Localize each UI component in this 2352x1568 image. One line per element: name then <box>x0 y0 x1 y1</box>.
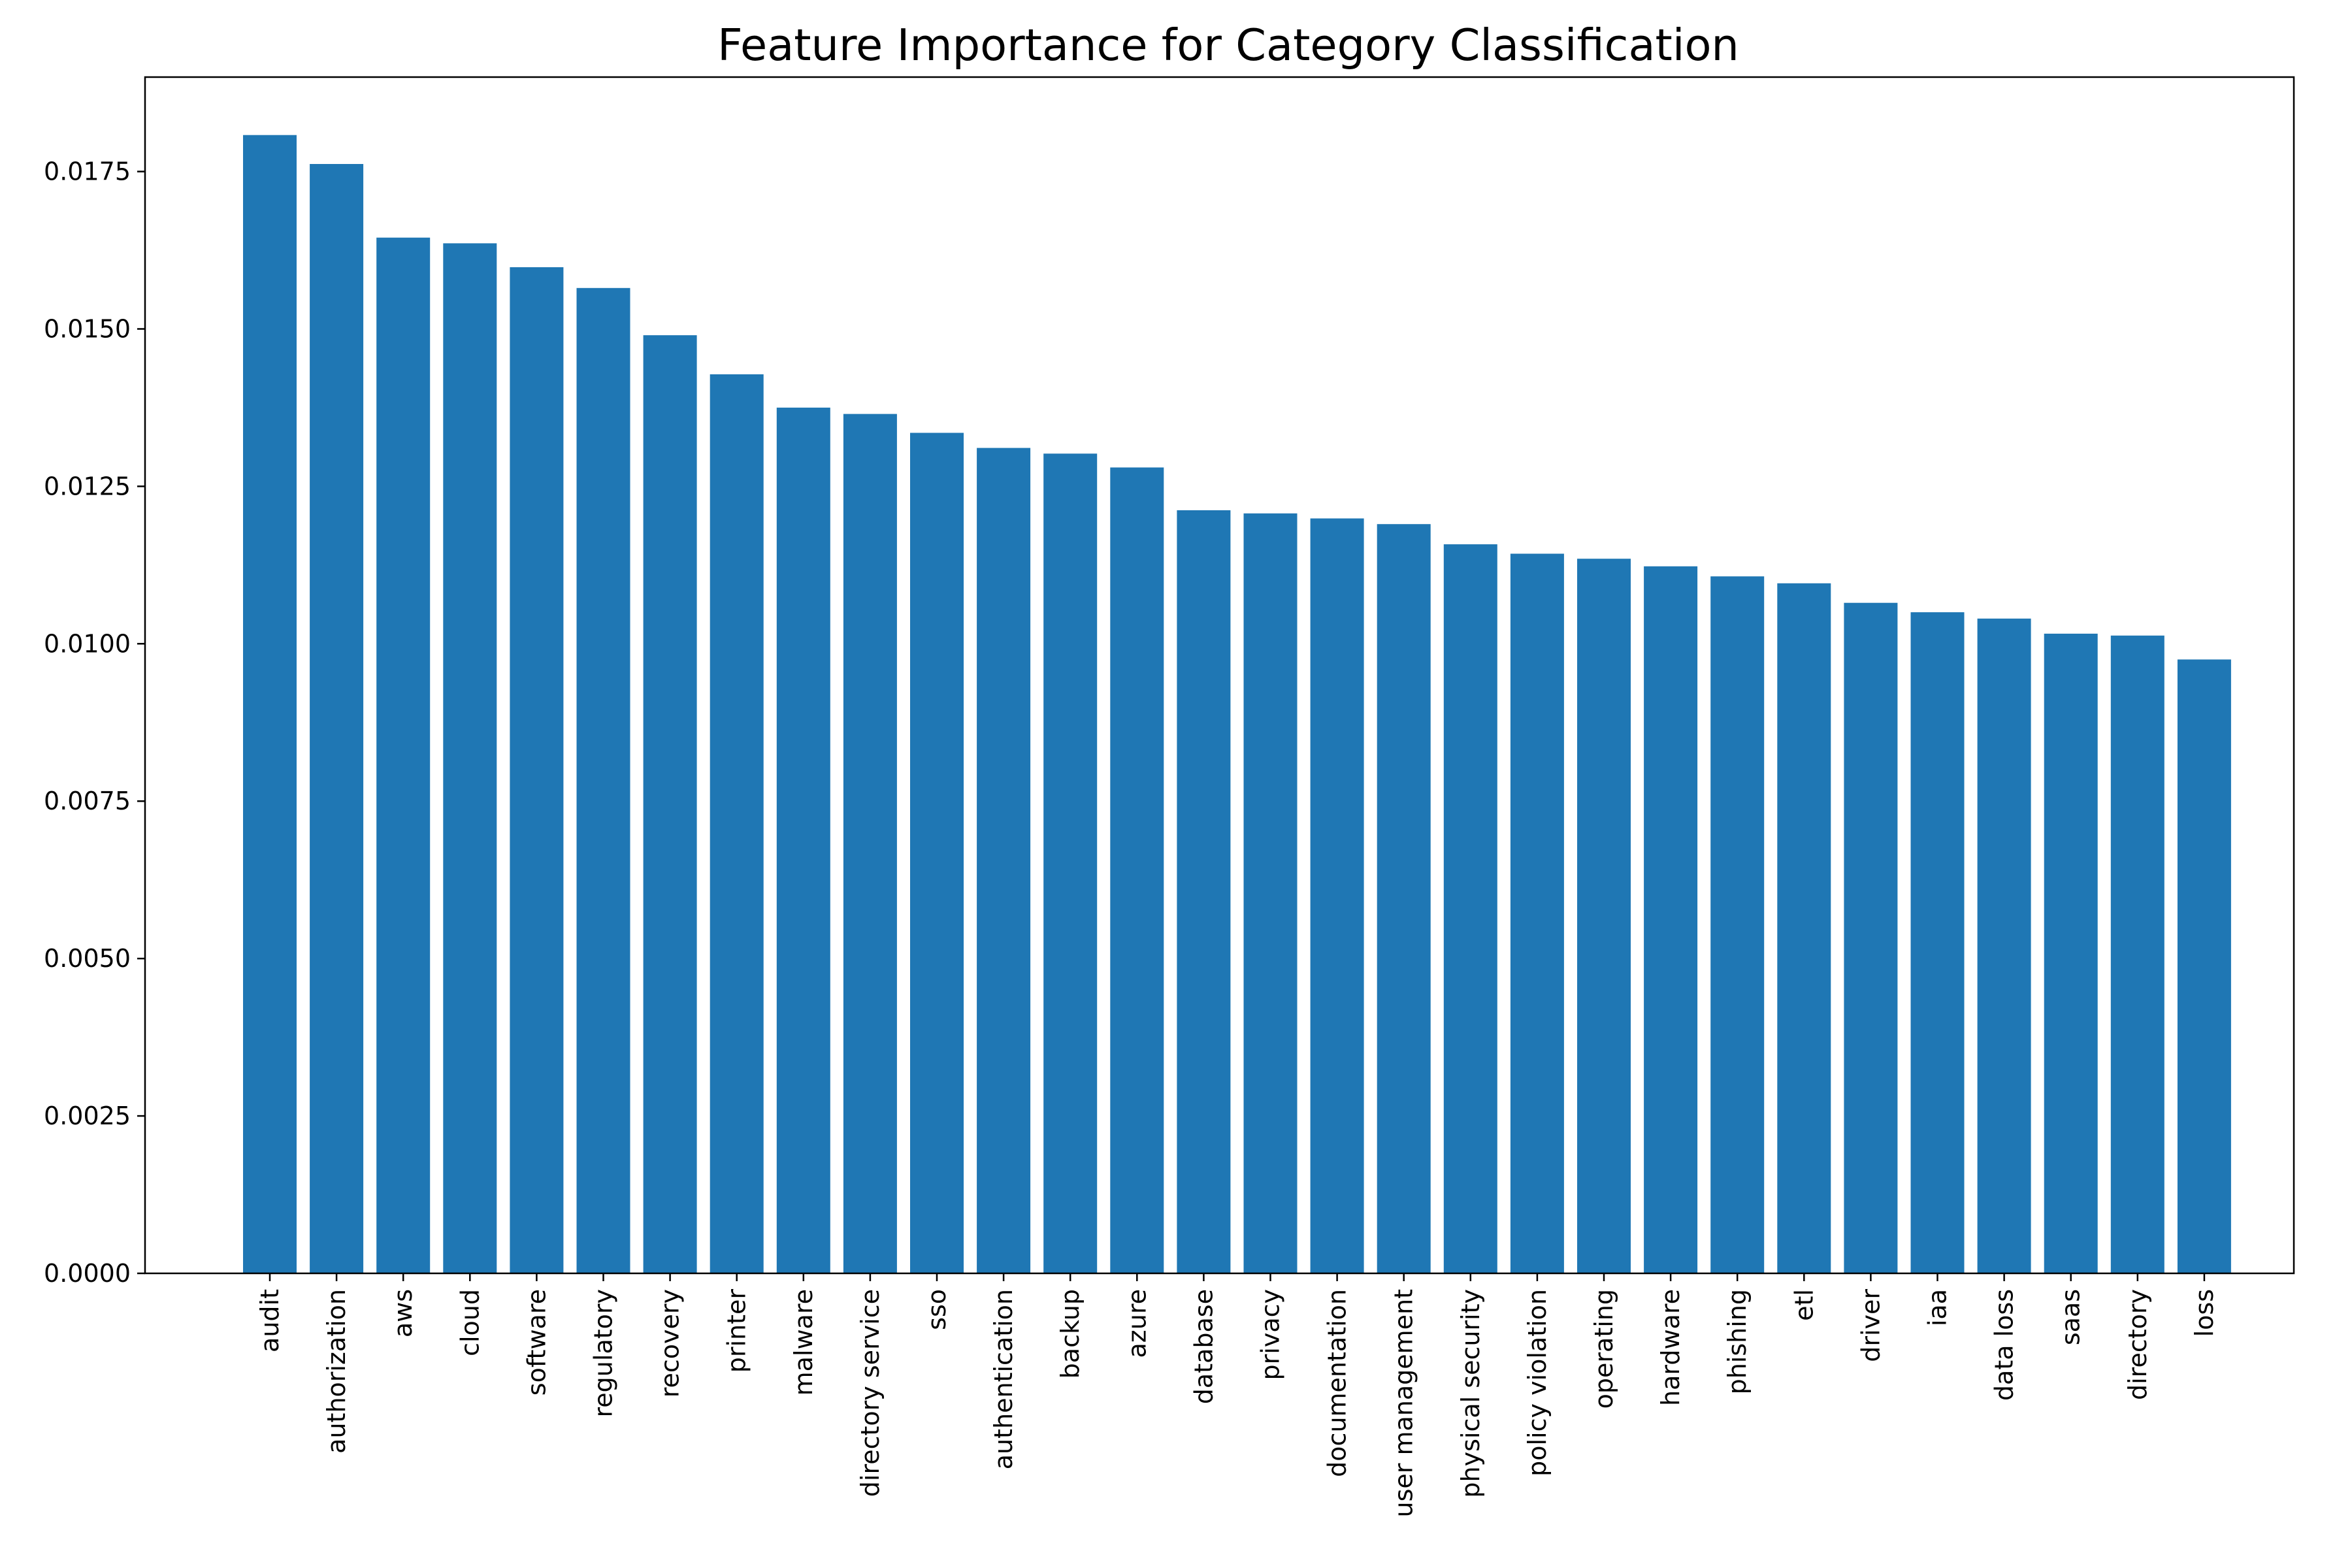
y-tick-label: 0.0050 <box>44 944 131 973</box>
x-tick-label: sso <box>923 1289 951 1330</box>
bar-saas <box>2044 633 2098 1273</box>
bar-software <box>510 267 564 1273</box>
x-tick-label: printer <box>723 1289 751 1373</box>
plot-frame <box>144 76 2295 1275</box>
x-tick-label: malware <box>789 1289 818 1396</box>
y-tick-label: 0.0025 <box>44 1102 131 1130</box>
x-tick-label: authentication <box>989 1289 1018 1469</box>
bar-driver <box>1844 602 1898 1274</box>
bar-phishing <box>1710 576 1765 1274</box>
y-axis: 0.0000 0.0025 0.0050 0.0075 0.0100 0.0125 0.01… <box>44 157 145 1288</box>
x-tick-label: hardware <box>1656 1289 1685 1406</box>
x-tick-label: cloud <box>455 1289 484 1356</box>
bar-aws <box>376 237 431 1274</box>
x-tick-label: backup <box>1056 1289 1085 1379</box>
bar-policy-violation <box>1510 553 1564 1273</box>
chart-title: Feature Importance for Category Classifi… <box>717 20 1739 71</box>
bar-authorization <box>310 164 364 1273</box>
x-tick-label: directory service <box>856 1289 885 1497</box>
y-tick-label: 0.0100 <box>44 629 131 658</box>
x-tick-label: data loss <box>1990 1289 2019 1401</box>
x-tick-label: regulatory <box>589 1289 618 1417</box>
x-tick-label: driver <box>1856 1289 1885 1362</box>
x-tick-label: saas <box>2057 1289 2085 1345</box>
x-tick-label: loss <box>2190 1289 2219 1337</box>
x-tick-label: operating <box>1590 1289 1618 1409</box>
x-tick-label: authorization <box>322 1289 351 1454</box>
x-tick-label: user management <box>1390 1289 1418 1518</box>
bar-privacy <box>1243 513 1298 1273</box>
x-tick-label: policy violation <box>1523 1289 1552 1477</box>
bar-backup <box>1043 453 1098 1273</box>
y-tick-label: 0.0000 <box>44 1259 131 1288</box>
x-tick-label: phishing <box>1723 1289 1752 1394</box>
bar-data-loss <box>1977 618 2031 1273</box>
x-tick-label: azure <box>1122 1289 1151 1358</box>
bar-sso <box>910 433 964 1273</box>
x-tick-label: documentation <box>1323 1289 1352 1477</box>
y-tick-label: 0.0125 <box>44 472 131 500</box>
x-tick-label: recovery <box>656 1289 685 1397</box>
bar-printer <box>710 374 764 1273</box>
bar-cloud <box>443 243 497 1273</box>
bar-authentication <box>977 448 1031 1273</box>
bar-documentation <box>1310 518 1364 1273</box>
x-tick-label: privacy <box>1256 1289 1285 1380</box>
bar-hardware <box>1644 566 1698 1273</box>
bar-operating <box>1577 559 1631 1274</box>
bar-iaa <box>1910 612 1965 1273</box>
bar-malware <box>776 407 830 1273</box>
x-tick-label: software <box>522 1289 551 1396</box>
bar-audit <box>243 135 297 1274</box>
x-tick-label: physical security <box>1456 1289 1485 1498</box>
bar-azure <box>1110 467 1164 1273</box>
x-tick-label: aws <box>389 1289 417 1337</box>
y-tick-label: 0.0150 <box>44 314 131 343</box>
bar-recovery <box>643 335 697 1273</box>
bar-user-management <box>1377 524 1431 1274</box>
bar-regulatory <box>576 287 630 1273</box>
x-tick-label: etl <box>1789 1289 1818 1321</box>
bars-layer <box>243 135 2231 1274</box>
y-tick-label: 0.0175 <box>44 157 131 186</box>
bar-database <box>1177 510 1231 1273</box>
bar-loss <box>2177 659 2231 1273</box>
y-tick-label: 0.0075 <box>44 787 131 815</box>
bar-directory-service <box>843 414 897 1273</box>
x-tick-label: iaa <box>1923 1289 1952 1326</box>
x-tick-label: audit <box>255 1289 284 1352</box>
x-axis: audit authorization aws cloud software regula… <box>255 1273 2219 1518</box>
x-tick-label: database <box>1189 1289 1218 1404</box>
bar-directory <box>2110 635 2164 1273</box>
x-tick-label: directory <box>2123 1289 2152 1400</box>
bar-etl <box>1777 583 1831 1273</box>
bar-physical-security <box>1443 544 1497 1273</box>
